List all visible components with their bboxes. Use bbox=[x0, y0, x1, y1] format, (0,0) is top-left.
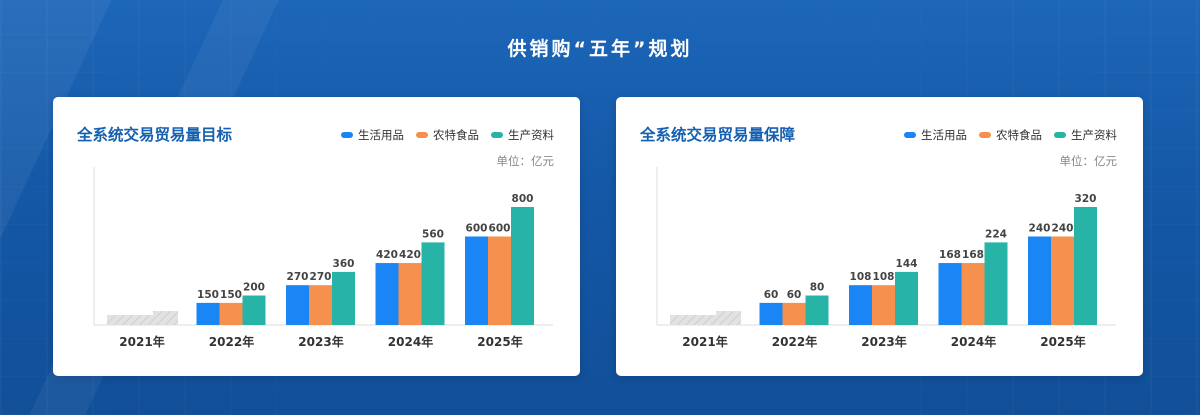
legend-swatch bbox=[904, 132, 916, 138]
placeholder-bar bbox=[670, 315, 716, 325]
legend-label: 生产资料 bbox=[508, 128, 554, 142]
data-label: 200 bbox=[243, 282, 265, 294]
bar-生活用品 bbox=[759, 302, 783, 325]
x-tick-label: 2022年 bbox=[772, 334, 817, 349]
legend-label: 生产资料 bbox=[1071, 128, 1117, 142]
x-tick-label: 2023年 bbox=[298, 334, 343, 349]
data-label: 600 bbox=[489, 223, 511, 235]
bar-生活用品 bbox=[465, 236, 488, 325]
legend-swatch bbox=[1054, 132, 1066, 138]
legend-swatch bbox=[979, 132, 991, 138]
data-label: 224 bbox=[985, 228, 1007, 240]
bar-生活用品 bbox=[375, 263, 399, 325]
data-label: 420 bbox=[399, 249, 421, 261]
legend-label: 生活用品 bbox=[921, 128, 967, 142]
data-label: 150 bbox=[197, 289, 219, 301]
bar-生产资料 bbox=[242, 295, 266, 325]
bar-农特食品 bbox=[782, 302, 806, 325]
bar-生活用品 bbox=[196, 302, 220, 325]
bar-生产资料 bbox=[1074, 207, 1097, 325]
placeholder-bar bbox=[716, 311, 741, 325]
bar-生产资料 bbox=[421, 242, 445, 325]
bar-生活用品 bbox=[938, 263, 962, 325]
bar-农特食品 bbox=[961, 263, 985, 325]
legend-label: 农特食品 bbox=[996, 128, 1042, 142]
x-tick-label: 2025年 bbox=[477, 334, 522, 349]
chart-legend: 生活用品 农特食品 生产资料 bbox=[904, 127, 1117, 143]
x-tick-label: 2025年 bbox=[1040, 334, 1085, 349]
legend-item: 生活用品 bbox=[904, 127, 967, 143]
chart-legend: 生活用品 农特食品 生产资料 bbox=[341, 127, 554, 143]
legend-swatch bbox=[416, 132, 428, 138]
data-label: 360 bbox=[333, 258, 355, 270]
data-label: 270 bbox=[310, 271, 332, 283]
bar-生产资料 bbox=[895, 271, 918, 325]
bar-生活用品 bbox=[849, 285, 872, 325]
legend-item: 生产资料 bbox=[491, 127, 554, 143]
data-label: 800 bbox=[512, 193, 534, 205]
bar-农特食品 bbox=[309, 285, 332, 325]
data-label: 168 bbox=[939, 249, 961, 261]
data-label: 168 bbox=[962, 249, 984, 261]
legend-item: 农特食品 bbox=[979, 127, 1042, 143]
x-tick-label: 2024年 bbox=[388, 334, 433, 349]
bar-生产资料 bbox=[984, 242, 1008, 325]
data-label: 240 bbox=[1052, 223, 1074, 235]
legend-label: 生活用品 bbox=[358, 128, 404, 142]
bar-农特食品 bbox=[872, 285, 895, 325]
chart-title: 全系统交易贸易量目标 bbox=[77, 126, 233, 144]
bar-生活用品 bbox=[286, 285, 309, 325]
bar-农特食品 bbox=[398, 263, 422, 325]
bar-生产资料 bbox=[511, 207, 534, 325]
legend-label: 农特食品 bbox=[433, 128, 479, 142]
data-label: 600 bbox=[466, 223, 488, 235]
legend-swatch bbox=[341, 132, 353, 138]
bar-农特食品 bbox=[1051, 236, 1074, 325]
bar-生活用品 bbox=[1028, 236, 1051, 325]
bar-生产资料 bbox=[332, 271, 355, 325]
unit-label: 单位：亿元 bbox=[496, 154, 555, 168]
legend-item: 农特食品 bbox=[416, 127, 479, 143]
data-label: 144 bbox=[896, 258, 918, 270]
legend-swatch bbox=[491, 132, 503, 138]
legend-item: 生活用品 bbox=[341, 127, 404, 143]
bar-农特食品 bbox=[219, 302, 243, 325]
data-label: 560 bbox=[422, 228, 444, 240]
data-label: 108 bbox=[850, 271, 872, 283]
data-label: 240 bbox=[1029, 223, 1051, 235]
unit-label: 单位：亿元 bbox=[1059, 154, 1118, 168]
chart-card-target: 全系统交易贸易量目标 生活用品 农特食品 生产资料 单位：亿元 2021年 150… bbox=[53, 97, 580, 376]
data-label: 320 bbox=[1075, 193, 1097, 205]
x-tick-label: 2022年 bbox=[209, 334, 254, 349]
data-label: 60 bbox=[764, 289, 779, 301]
placeholder-bar bbox=[107, 315, 153, 325]
data-label: 270 bbox=[287, 271, 309, 283]
page-title: 供销购“五年”规划 bbox=[507, 38, 693, 60]
data-label: 60 bbox=[787, 289, 802, 301]
x-tick-label: 2024年 bbox=[951, 334, 996, 349]
x-tick-label: 2021年 bbox=[119, 334, 164, 349]
data-label: 150 bbox=[220, 289, 242, 301]
x-tick-label: 2021年 bbox=[682, 334, 727, 349]
data-label: 420 bbox=[376, 249, 398, 261]
chart-card-guarantee: 全系统交易贸易量保障 生活用品 农特食品 生产资料 单位：亿元 2021年 60 6… bbox=[616, 97, 1143, 376]
bar-农特食品 bbox=[488, 236, 511, 325]
data-label: 108 bbox=[873, 271, 895, 283]
chart-title: 全系统交易贸易量保障 bbox=[640, 126, 796, 144]
x-tick-label: 2023年 bbox=[861, 334, 906, 349]
bar-生产资料 bbox=[805, 295, 829, 325]
legend-item: 生产资料 bbox=[1054, 127, 1117, 143]
placeholder-bar bbox=[153, 311, 178, 325]
data-label: 80 bbox=[810, 282, 825, 294]
